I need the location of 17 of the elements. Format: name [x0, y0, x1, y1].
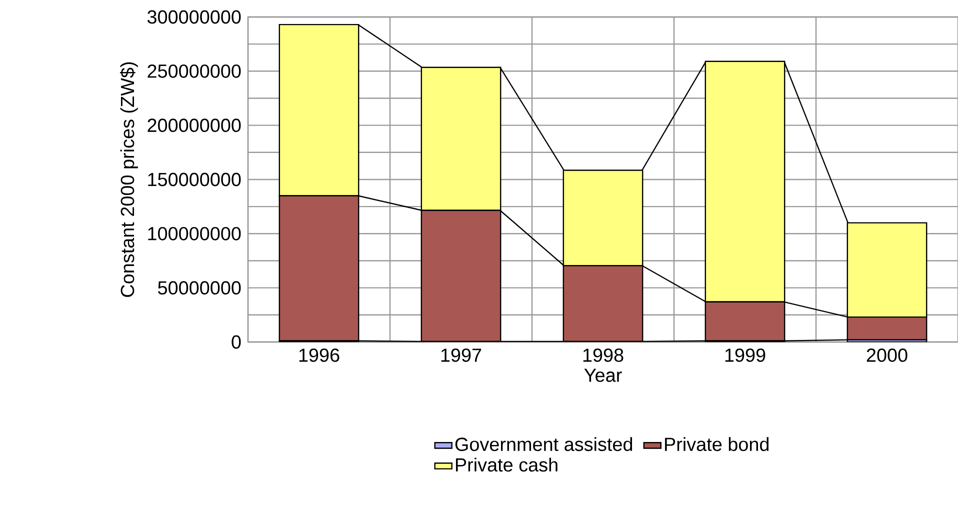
x-tick-label: 1999	[725, 348, 766, 362]
y-tick-label: 150000000	[148, 172, 241, 186]
x-tick-label: 2000	[866, 348, 908, 362]
y-axis-title: Constant 2000 prices (ZW$)	[120, 62, 138, 297]
x-tick-label: 1997	[441, 348, 482, 362]
x-tick-label: 1998	[583, 348, 624, 362]
y-tick-label: 0	[232, 335, 241, 349]
legend-label: Government assisted	[455, 437, 632, 452]
legend-label: Private bond	[665, 437, 769, 452]
x-tick-label: 1996	[299, 348, 340, 362]
legend-label: Private cash	[456, 458, 558, 472]
y-tick-label: 50000000	[158, 281, 241, 295]
x-axis-title: Year	[584, 368, 622, 382]
y-tick-label: 250000000	[148, 64, 241, 78]
y-tick-label: 100000000	[148, 226, 241, 240]
y-tick-label: 300000000	[147, 10, 241, 24]
y-tick-label: 200000000	[148, 118, 241, 132]
